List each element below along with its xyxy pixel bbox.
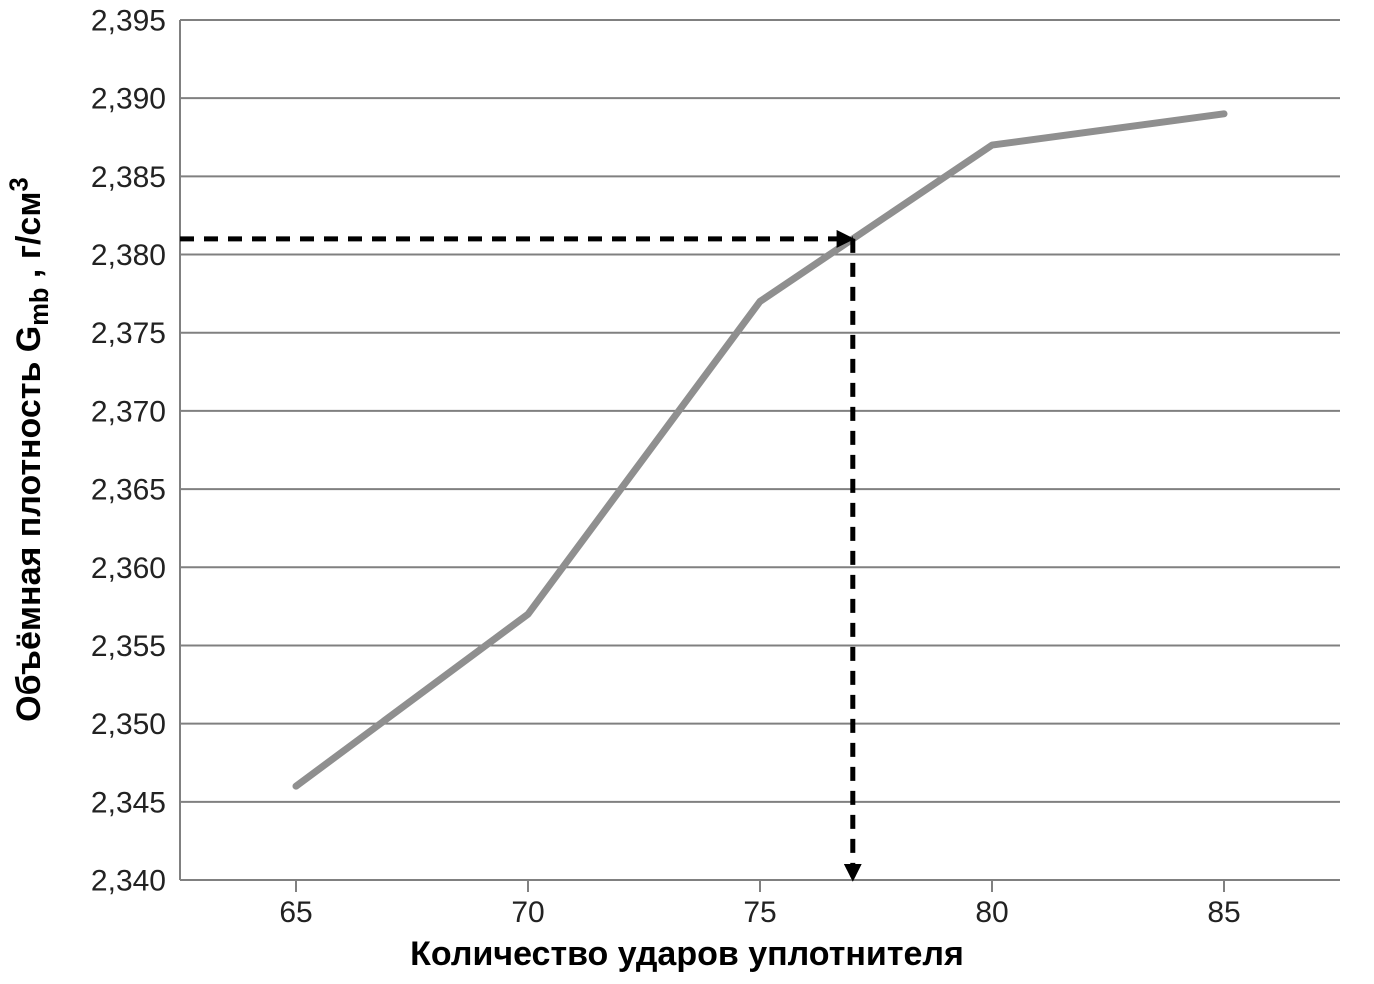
y-tick-label: 2,395: [91, 5, 166, 38]
y-tick-label: 2,375: [91, 317, 166, 350]
y-tick-label: 2,370: [91, 395, 166, 428]
y-tick-label: 2,385: [91, 161, 166, 194]
y-tick-label: 2,390: [91, 83, 166, 116]
chart-svg: 65 70 75 80 85 2,340 2,345 2,350 2,355 2,360 2,365…: [0, 0, 1374, 984]
y-tick-label: 2,380: [91, 239, 166, 272]
plot-background: [180, 20, 1340, 880]
y-axis-label: Объёмная плотность Gmb , г/см3: [5, 178, 54, 723]
x-tick-label: 70: [511, 896, 544, 929]
y-axis-label-container: Объёмная плотность Gmb , г/см3: [0, 0, 60, 900]
x-tick-label: 80: [975, 896, 1008, 929]
density-vs-blows-chart: 65 70 75 80 85 2,340 2,345 2,350 2,355 2,360 2,365…: [0, 0, 1374, 984]
y-tick-label: 2,355: [91, 630, 166, 663]
x-axis-label: Количество ударов уплотнителя: [0, 935, 1374, 974]
x-tick-label: 85: [1207, 896, 1240, 929]
x-tick-label: 75: [743, 896, 776, 929]
x-tick-label: 65: [279, 896, 312, 929]
y-tick-label: 2,350: [91, 708, 166, 741]
y-tick-label: 2,360: [91, 552, 166, 585]
y-tick-label: 2,345: [91, 786, 166, 819]
y-tick-label: 2,365: [91, 474, 166, 507]
y-tick-label: 2,340: [91, 865, 166, 898]
